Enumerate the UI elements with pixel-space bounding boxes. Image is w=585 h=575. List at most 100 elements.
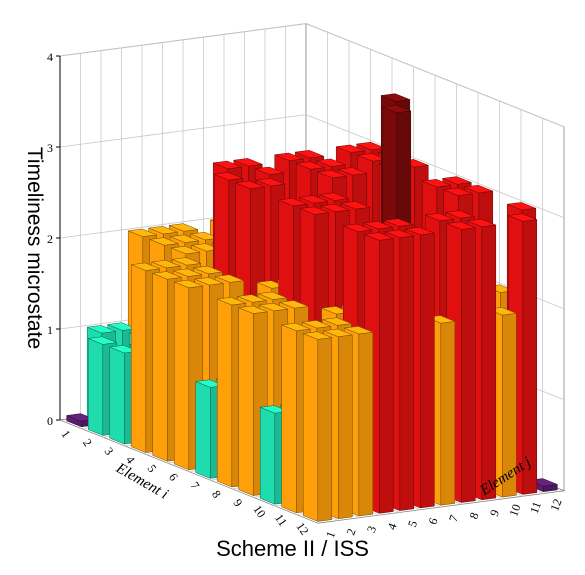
bar-face-top xyxy=(172,268,203,277)
bar-face-top xyxy=(237,305,269,314)
bar-face-top xyxy=(362,221,394,230)
y-tick-label: 11 xyxy=(527,500,544,516)
bar-face-front xyxy=(317,337,333,522)
bar-face-top xyxy=(298,195,329,204)
x-tick-label: 3 xyxy=(102,445,117,458)
x-tick-label: 12 xyxy=(293,520,311,538)
bar-face-side xyxy=(195,381,211,479)
bar-face-top xyxy=(257,291,288,300)
x-tick-label: 11 xyxy=(272,511,290,529)
y-tick-label: 3 xyxy=(364,524,379,534)
bar-face-top xyxy=(216,297,247,306)
bar-face-top xyxy=(151,271,183,280)
z-tick-label: 3 xyxy=(47,141,53,155)
bar-face-side xyxy=(87,338,104,436)
y-tick-label: 8 xyxy=(466,510,481,520)
bar-face-front xyxy=(461,227,476,503)
bar-face-front xyxy=(420,232,435,509)
bar-face-top xyxy=(343,326,374,335)
bar xyxy=(302,331,333,522)
bar-face-side xyxy=(130,264,147,453)
bar-face-top xyxy=(380,93,411,102)
bar-face-top xyxy=(404,226,436,236)
bar-face-top xyxy=(318,192,350,201)
bar-face-front xyxy=(481,224,497,501)
bar-face-top xyxy=(444,210,476,219)
bar-face-top xyxy=(315,158,347,167)
bar-face-front xyxy=(440,321,456,506)
bar-face-front xyxy=(338,334,353,519)
bar-face-top xyxy=(168,223,199,232)
x-tick-label: 5 xyxy=(145,462,160,475)
bar-face-side xyxy=(109,346,125,445)
x-tick-label: 2 xyxy=(80,436,95,449)
bar-face-top xyxy=(421,179,452,188)
y-tick-label: 9 xyxy=(487,508,502,518)
bar-face-top xyxy=(507,213,538,222)
bar-face-top xyxy=(342,223,373,232)
bar-face-top xyxy=(335,144,366,153)
bar-face-top xyxy=(337,167,368,176)
y-tick-label: 6 xyxy=(425,516,440,526)
bar-face-top xyxy=(506,202,537,211)
y-tick-label: 5 xyxy=(405,519,420,529)
bar-face-side xyxy=(281,324,297,514)
bar-face-top xyxy=(214,274,245,283)
y-tick-label: 1 xyxy=(323,529,338,539)
bar-face-side xyxy=(216,298,233,488)
bar-face-top xyxy=(86,325,117,334)
bar-face-top xyxy=(299,206,330,215)
bar-face-top xyxy=(340,201,371,210)
bar-face-top xyxy=(441,176,473,185)
bar-face-top xyxy=(169,234,200,243)
bar-face-top xyxy=(466,218,497,228)
y-tick-label: 10 xyxy=(506,502,523,518)
bar-face-top xyxy=(150,259,182,269)
bar-face-top xyxy=(127,228,158,237)
x-tick-label: 6 xyxy=(166,470,181,483)
bar-face-top xyxy=(322,328,354,337)
bar-face-top xyxy=(319,203,351,213)
bar-face-top xyxy=(383,218,414,227)
bar-face-top xyxy=(173,279,204,289)
bar-face-top xyxy=(171,257,202,266)
x-axis-label: Element i xyxy=(112,460,170,503)
bar-face-top xyxy=(170,245,201,255)
x-tick-label: 1 xyxy=(59,427,74,440)
bar-face-top xyxy=(232,158,264,167)
bar-face-side xyxy=(173,281,190,471)
bar-face-top xyxy=(363,232,395,241)
bar-face-top xyxy=(87,336,118,345)
x-tick-label: 7 xyxy=(188,479,203,492)
bar-face-front xyxy=(379,238,394,514)
bar-face-top xyxy=(424,212,455,222)
y-tick-label: 4 xyxy=(384,521,399,531)
bar-face-top xyxy=(278,300,310,309)
bar-face-top xyxy=(294,150,325,159)
z-tick-label: 0 xyxy=(47,414,53,428)
bar-face-top xyxy=(295,161,326,170)
chart-caption: Scheme II / ISS xyxy=(216,536,369,561)
bar-face-side xyxy=(238,307,254,496)
bar-face-top xyxy=(258,302,289,312)
bar-face-top xyxy=(192,265,224,275)
z-axis-label: Timeliness microstate xyxy=(23,147,46,349)
bar-face-front xyxy=(399,235,415,511)
bar-face-top xyxy=(147,226,179,235)
x-tick-label: 10 xyxy=(250,502,268,520)
bar-face-top xyxy=(277,197,309,207)
bar-face-top xyxy=(280,322,312,332)
z-tick-label: 1 xyxy=(47,323,53,337)
bar-face-top xyxy=(442,187,474,196)
bar-face-top xyxy=(463,184,494,194)
z-tick-label: 2 xyxy=(47,232,53,246)
bar-face-side xyxy=(259,406,276,505)
bar-face-top xyxy=(212,160,243,170)
bar-face-top xyxy=(445,221,477,230)
bar-face-top xyxy=(236,294,268,303)
bar-face-top xyxy=(130,262,161,271)
y-tick-label: 12 xyxy=(547,497,564,513)
bar-face-top xyxy=(273,152,305,161)
bar-face-side xyxy=(302,333,319,522)
